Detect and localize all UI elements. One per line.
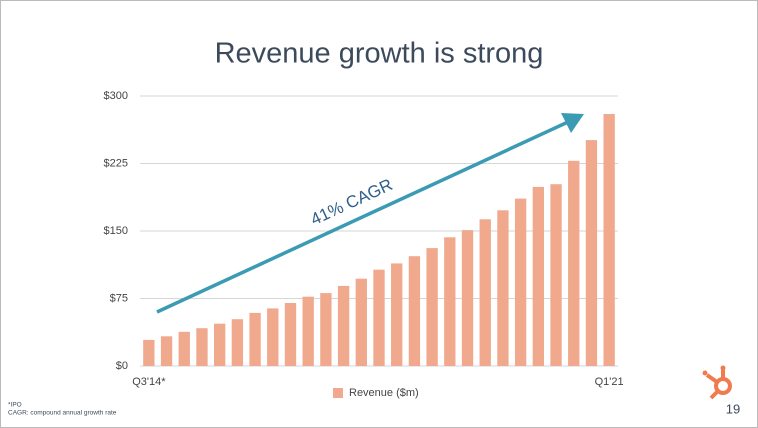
- bar: [302, 296, 314, 366]
- bar: [284, 303, 297, 366]
- bar: [249, 312, 261, 366]
- bar: [408, 256, 421, 366]
- bar: [267, 308, 279, 366]
- bar: [585, 140, 598, 366]
- bar: [603, 114, 615, 366]
- bar: [373, 269, 385, 366]
- hubspot-logo: [702, 365, 732, 400]
- y-tick-label: $225: [104, 157, 128, 169]
- bar: [178, 331, 190, 366]
- bar: [514, 198, 527, 366]
- y-tick-label: $0: [116, 360, 128, 372]
- bar: [320, 293, 332, 366]
- page-number: 19: [726, 401, 740, 416]
- legend-label: Revenue ($m): [349, 387, 419, 399]
- y-tick-label: $75: [110, 292, 128, 304]
- bar: [214, 323, 226, 366]
- legend-swatch: [333, 388, 343, 398]
- bar: [461, 230, 474, 366]
- cagr-arrow: [156, 113, 584, 314]
- bar: [568, 160, 580, 366]
- bar: [196, 328, 208, 366]
- bar: [391, 263, 403, 366]
- bar: [426, 248, 438, 366]
- bar: [550, 184, 562, 366]
- plot: $0 $75 $150 $225 $300 Q3'14* Q1'21 Revenue ($m): [104, 90, 624, 399]
- y-tick-label: $300: [104, 90, 128, 102]
- bar: [444, 237, 456, 366]
- footnote: CAGR: compound annual growth rate: [8, 410, 117, 417]
- footnote: *IPO: [8, 402, 22, 409]
- bar: [532, 186, 544, 366]
- bar: [479, 219, 491, 366]
- chart-title: Revenue growth is strong: [215, 38, 544, 70]
- bar: [497, 210, 509, 366]
- x-tick-label: Q3'14*: [132, 376, 166, 388]
- bar: [231, 319, 244, 366]
- bar: [337, 285, 350, 366]
- bar: [355, 278, 367, 366]
- bar: [160, 336, 173, 366]
- bar: [143, 339, 155, 366]
- x-tick-label: Q1'21: [595, 376, 624, 388]
- y-tick-label: $150: [104, 225, 128, 237]
